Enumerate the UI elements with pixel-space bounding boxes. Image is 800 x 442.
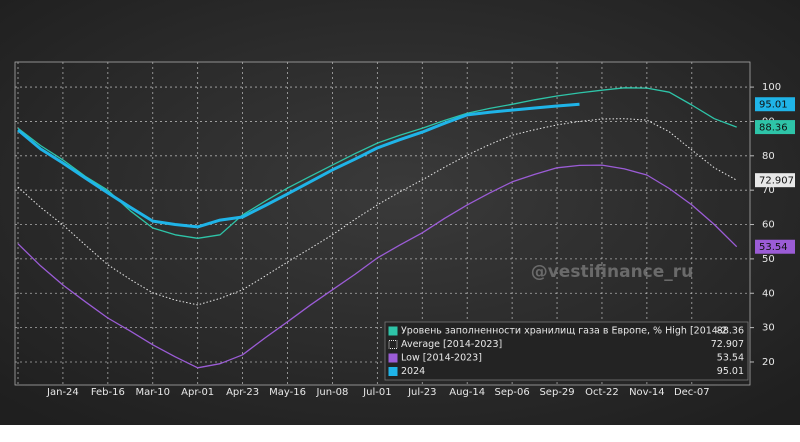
y-tick-label: 70 bbox=[762, 185, 775, 196]
x-tick-label: Aug-14 bbox=[449, 387, 485, 398]
end-label-box bbox=[755, 97, 795, 112]
legend: Уровень заполненности хранилищ газа в Ев… bbox=[384, 321, 749, 381]
legend-label: Average [2014-2023] bbox=[401, 339, 502, 350]
x-tick-label: Nov-14 bbox=[629, 387, 665, 398]
x-tick-label: Oct-22 bbox=[585, 387, 619, 398]
x-tick-label: Apr-23 bbox=[226, 387, 259, 398]
series-line bbox=[17, 118, 737, 306]
end-label-box bbox=[755, 239, 795, 254]
end-label: 88.36 bbox=[759, 123, 788, 134]
y-tick-label: 30 bbox=[762, 323, 775, 334]
end-label-box bbox=[755, 120, 795, 135]
legend-swatch bbox=[388, 326, 398, 336]
y-tick-label: 100 bbox=[762, 82, 781, 93]
end-label: 95.01 bbox=[759, 100, 788, 111]
x-tick-label: Sep-06 bbox=[495, 387, 530, 398]
series-line bbox=[17, 102, 580, 229]
end-label-box bbox=[755, 173, 795, 188]
series-line bbox=[17, 87, 737, 239]
legend-box bbox=[384, 321, 749, 381]
x-tick-label: Apr-01 bbox=[181, 387, 214, 398]
x-tick-label: Jul-01 bbox=[362, 387, 391, 398]
legend-swatch bbox=[388, 367, 398, 376]
y-tick-label: 40 bbox=[762, 288, 775, 299]
legend-label: Low [2014-2023] bbox=[401, 353, 482, 364]
watermark: @vestifinance_ru bbox=[531, 262, 694, 282]
series-line bbox=[17, 164, 738, 369]
legend-swatch bbox=[388, 353, 398, 363]
y-tick-label: 60 bbox=[762, 220, 775, 231]
legend-value: 72.907 bbox=[711, 339, 744, 350]
end-label: 72.907 bbox=[759, 176, 794, 187]
x-tick-label: Jul-23 bbox=[407, 387, 436, 398]
legend-label: Уровень заполненности хранилищ газа в Ев… bbox=[401, 326, 727, 337]
legend-value: 95.01 bbox=[717, 366, 744, 377]
plot-frame bbox=[14, 61, 751, 386]
legend-value: 53.54 bbox=[717, 353, 744, 364]
x-tick-label: May-16 bbox=[269, 387, 306, 398]
y-tick-label: 20 bbox=[762, 357, 775, 368]
bottom-strip bbox=[0, 425, 800, 442]
x-tick-label: Sep-29 bbox=[539, 387, 574, 398]
legend-swatch bbox=[388, 340, 398, 349]
x-tick-label: Feb-16 bbox=[91, 387, 125, 398]
legend-label: 2024 bbox=[401, 366, 425, 377]
x-tick-label: Jan-24 bbox=[46, 387, 79, 398]
y-tick-label: 80 bbox=[762, 151, 775, 162]
x-tick-label: Dec-07 bbox=[674, 387, 710, 398]
x-tick-label: Mar-10 bbox=[135, 387, 170, 398]
legend-value: 88.36 bbox=[717, 326, 744, 337]
x-tick-label: Jun-08 bbox=[315, 387, 348, 398]
end-label: 53.54 bbox=[759, 242, 788, 253]
y-tick-label: 50 bbox=[762, 254, 775, 265]
